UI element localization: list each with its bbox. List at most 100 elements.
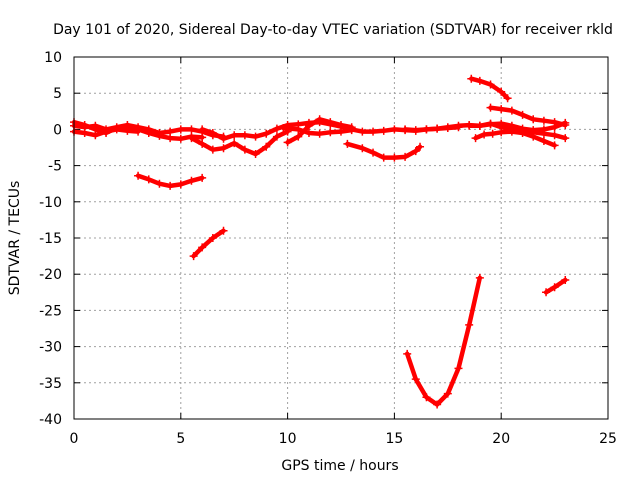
- data-point: [416, 142, 425, 151]
- series-track-5: [189, 226, 228, 261]
- y-tick-label: -20: [39, 267, 62, 283]
- data-point: [251, 150, 260, 159]
- data-point: [497, 105, 506, 114]
- data-point: [294, 125, 303, 134]
- data-point: [422, 125, 431, 134]
- data-point: [230, 139, 239, 148]
- data-point: [219, 134, 228, 143]
- data-point: [539, 136, 548, 145]
- y-tick-label: -40: [39, 412, 62, 428]
- data-point: [187, 134, 196, 143]
- data-point: [198, 173, 207, 182]
- series-track-6: [187, 127, 292, 159]
- data-point: [433, 400, 442, 409]
- x-tick-label: 10: [279, 431, 297, 447]
- data-point: [550, 118, 559, 127]
- chart-title: Day 101 of 2020, Sidereal Day-to-day VTE…: [53, 22, 613, 38]
- data-point: [294, 132, 303, 141]
- x-tick-label: 20: [492, 431, 510, 447]
- series-line: [189, 129, 290, 157]
- data-point: [208, 234, 217, 242]
- data-point: [240, 131, 249, 140]
- data-point: [112, 125, 121, 134]
- data-point: [422, 393, 431, 402]
- y-tick-label: -15: [39, 231, 62, 247]
- data-point: [497, 87, 506, 96]
- data-point: [208, 129, 217, 138]
- data-point: [91, 131, 100, 140]
- series-line: [466, 121, 568, 141]
- data-point: [144, 125, 153, 134]
- data-point: [379, 126, 388, 135]
- data-point: [486, 80, 495, 89]
- data-point: [465, 121, 474, 130]
- data-point: [272, 132, 281, 141]
- y-tick-label: -25: [39, 303, 62, 319]
- data-point: [102, 127, 111, 136]
- data-point: [465, 320, 474, 329]
- data-point: [390, 153, 399, 162]
- data-point: [503, 94, 512, 103]
- data-point: [262, 129, 271, 138]
- data-point: [219, 144, 228, 153]
- data-point: [358, 127, 367, 136]
- y-tick-label: 5: [53, 86, 62, 102]
- x-tick-label: 0: [70, 431, 79, 447]
- axes: 0 5 10 15 20 25 10 5 0 -5 -10 -15 -20 -25 -30 -35 -40: [39, 50, 617, 447]
- data-point: [358, 144, 367, 153]
- data-point: [411, 126, 420, 135]
- data-point: [390, 125, 399, 134]
- data-point: [507, 125, 516, 134]
- data-point: [155, 179, 164, 188]
- data-point: [507, 106, 516, 115]
- data-point: [343, 139, 352, 148]
- data-point: [550, 131, 559, 140]
- data-point: [187, 125, 196, 134]
- y-tick-label: -30: [39, 340, 62, 356]
- data-point: [91, 121, 100, 130]
- y-tick-label: 0: [53, 122, 62, 138]
- data-point: [369, 127, 378, 136]
- data-point: [379, 153, 388, 162]
- series-track-12: [403, 273, 484, 409]
- data-point: [187, 176, 196, 185]
- plot-area: [70, 74, 570, 409]
- data-point: [155, 129, 164, 138]
- series-track-13: [467, 74, 512, 103]
- series-track-9: [283, 115, 356, 147]
- data-point: [198, 125, 207, 134]
- y-tick-label: -5: [48, 159, 62, 175]
- series-track-2: [70, 121, 228, 141]
- data-point: [471, 134, 480, 143]
- series-track-4: [134, 171, 207, 190]
- data-point: [403, 349, 412, 358]
- data-point: [561, 121, 570, 130]
- data-point: [411, 147, 420, 156]
- data-point: [518, 126, 527, 135]
- data-point: [475, 273, 484, 282]
- data-point: [230, 131, 239, 140]
- x-axis-label: GPS time / hours: [281, 458, 398, 474]
- data-point: [401, 125, 410, 134]
- data-point: [123, 126, 132, 135]
- data-point: [539, 116, 548, 125]
- series-track-10: [343, 139, 425, 162]
- data-point: [480, 130, 489, 139]
- data-point: [240, 145, 249, 154]
- data-point: [454, 121, 463, 130]
- series-line: [543, 277, 568, 295]
- data-point: [166, 181, 175, 190]
- data-point: [475, 121, 484, 130]
- data-point: [304, 129, 313, 138]
- data-point: [542, 288, 551, 297]
- data-point: [550, 283, 559, 292]
- y-tick-label: -35: [39, 376, 62, 392]
- data-point: [561, 275, 570, 284]
- data-point: [454, 364, 463, 373]
- data-point: [486, 119, 495, 128]
- data-point: [443, 389, 452, 398]
- data-point: [337, 121, 345, 130]
- plot-frame: [73, 56, 609, 420]
- data-point: [443, 123, 452, 132]
